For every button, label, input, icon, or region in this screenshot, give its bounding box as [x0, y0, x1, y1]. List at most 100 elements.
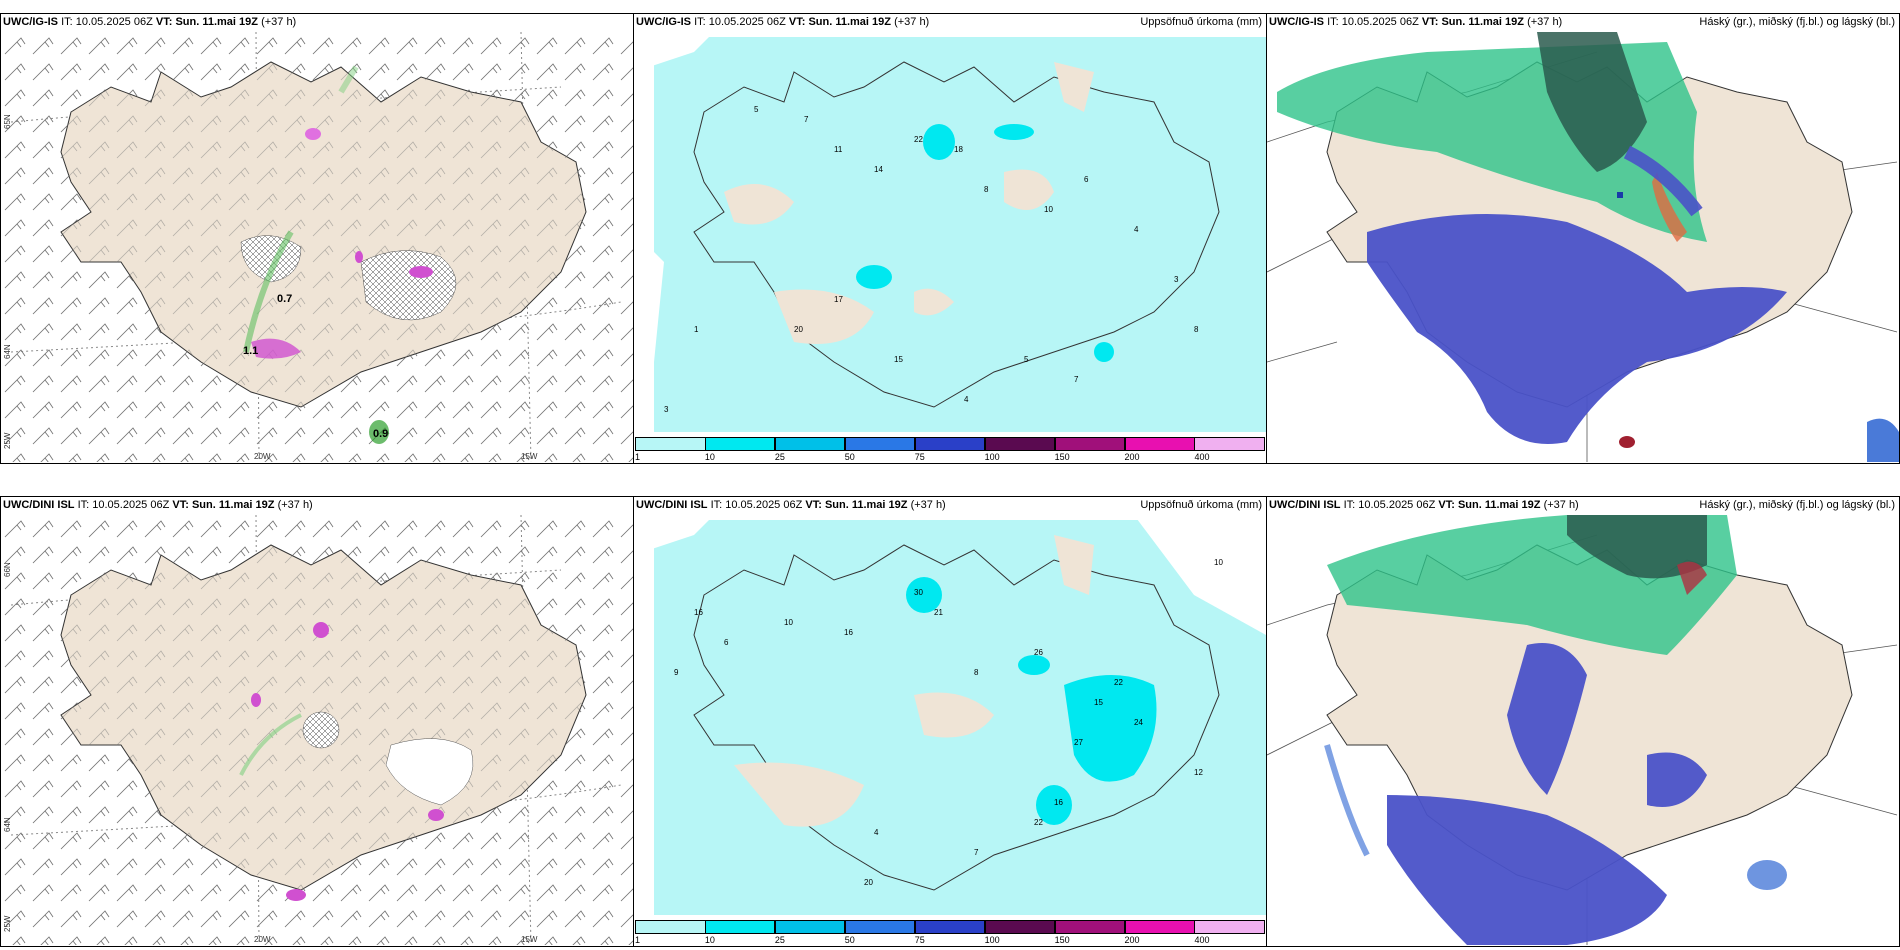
lat-label: 64N [3, 344, 12, 359]
colorbar-tick: 100 [984, 935, 1000, 945]
colorbar-swatch [984, 920, 1056, 934]
precip-map: 5 7 11 14 22 18 8 10 6 4 3 8 17 20 15 4 5 7 1 3 [634, 32, 1266, 432]
colorbar-swatch [774, 920, 846, 934]
panel-cloud-dini: UWC/DINI ISL IT: 10.05.2025 06Z VT: Sun.… [1266, 496, 1900, 947]
precip-label: 0.9 [373, 428, 388, 440]
svg-text:16: 16 [694, 608, 703, 617]
svg-text:15: 15 [894, 355, 903, 364]
svg-text:22: 22 [1034, 818, 1043, 827]
svg-text:5: 5 [754, 105, 759, 114]
lon-label: 15W [521, 935, 538, 944]
svg-text:4: 4 [874, 828, 879, 837]
svg-text:22: 22 [1114, 678, 1123, 687]
svg-text:3: 3 [1174, 275, 1179, 284]
svg-text:3: 3 [664, 405, 669, 414]
svg-text:1: 1 [694, 325, 699, 334]
panel-variable: Háský (gr.), miðský (fj.bl.) og lágský (… [1699, 499, 1895, 511]
svg-text:15: 15 [1094, 698, 1103, 707]
svg-text:16: 16 [844, 628, 853, 637]
panel-variable: Uppsöfnuð úrkoma (mm) [1140, 499, 1262, 511]
svg-text:4: 4 [964, 395, 969, 404]
lat-label: 66N [3, 562, 12, 577]
colorbar-tick: 400 [1194, 452, 1210, 462]
colorbar-tick: 1 [635, 452, 641, 462]
colorbar-swatch [1194, 437, 1265, 451]
colorbar-swatch [1124, 437, 1196, 451]
lon-label: 25W [3, 915, 12, 932]
svg-text:26: 26 [1034, 648, 1043, 657]
panel-wind-dini: UWC/DINI ISL IT: 10.05.2025 06Z VT: Sun.… [0, 496, 634, 947]
lat-label: 64N [633, 299, 635, 314]
colorbar-swatch [844, 437, 916, 451]
svg-text:7: 7 [804, 115, 809, 124]
cloud-map [1267, 32, 1899, 462]
panel-title: UWC/DINI ISL IT: 10.05.2025 06Z VT: Sun.… [1269, 499, 1579, 511]
colorbar-tick: 10 [704, 452, 715, 462]
svg-text:8: 8 [1194, 325, 1199, 334]
colorbar-swatch [1054, 920, 1126, 934]
panel-cloud-igis: UWC/IG-IS IT: 10.05.2025 06Z VT: Sun. 11… [1266, 13, 1900, 464]
lon-label: 15W [521, 452, 538, 461]
wind-map [1, 515, 633, 945]
svg-text:10: 10 [1214, 558, 1223, 567]
svg-text:16: 16 [1054, 798, 1063, 807]
panel-title: UWC/DINI ISL IT: 10.05.2025 06Z VT: Sun.… [3, 499, 313, 511]
colorbar-tick: 400 [1194, 935, 1210, 945]
svg-text:17: 17 [834, 295, 843, 304]
colorbar-tick: 50 [844, 935, 855, 945]
svg-text:30: 30 [914, 588, 923, 597]
lon-label: 20W [254, 452, 271, 461]
colorbar-tick: 200 [1124, 935, 1140, 945]
colorbar-swatch [635, 437, 706, 451]
svg-text:18: 18 [954, 145, 963, 154]
svg-text:4: 4 [1134, 225, 1139, 234]
lat-label: 65N [3, 114, 12, 129]
colorbar-swatch [1124, 920, 1196, 934]
svg-text:11: 11 [834, 145, 843, 154]
colorbar-swatch [914, 437, 986, 451]
cloud-map [1267, 515, 1898, 945]
colorbar-tick: 75 [914, 935, 925, 945]
colorbar-tick: 150 [1054, 935, 1070, 945]
precip-map: 16 6 10 16 30 21 8 26 15 22 24 27 16 22 4 20 12 9 10 7 [634, 515, 1266, 915]
colorbar-swatch [1194, 920, 1265, 934]
svg-text:5: 5 [1024, 355, 1029, 364]
colorbar-tick: 100 [984, 452, 1000, 462]
panel-wind-igis: UWC/IG-IS IT: 10.05.2025 06Z VT: Sun. 11… [0, 13, 634, 464]
colorbar-swatch [844, 920, 916, 934]
svg-text:7: 7 [974, 848, 979, 857]
colorbar-swatch [1054, 437, 1126, 451]
colorbar-swatch [984, 437, 1056, 451]
panel-title: UWC/DINI ISL IT: 10.05.2025 06Z VT: Sun.… [636, 499, 946, 511]
lon-label: 25W [3, 432, 12, 449]
svg-text:7: 7 [1074, 375, 1079, 384]
lat-label: 66N [633, 562, 635, 577]
precip-label: 0.7 [277, 293, 292, 305]
svg-text:9: 9 [674, 668, 679, 677]
panel-title: UWC/IG-IS IT: 10.05.2025 06Z VT: Sun. 11… [636, 16, 930, 28]
colorbar-swatch [914, 920, 986, 934]
colorbar-tick: 25 [774, 935, 785, 945]
precip-colorbar: 1 10 25 50 75 100 150 200 400 [635, 916, 1265, 946]
precip-label: 1.1 [243, 345, 258, 357]
svg-text:6: 6 [1084, 175, 1089, 184]
colorbar-tick: 10 [704, 935, 715, 945]
panel-variable: Uppsöfnuð úrkoma (mm) [1140, 16, 1262, 28]
svg-text:14: 14 [874, 165, 883, 174]
colorbar-swatch [704, 920, 776, 934]
svg-text:10: 10 [784, 618, 793, 627]
svg-text:10: 10 [1044, 205, 1053, 214]
wind-map: 0.7 1.1 0.9 [1, 32, 633, 462]
lat-label: 66N [633, 79, 635, 94]
lat-label: 64N [633, 782, 635, 797]
colorbar-tick: 200 [1124, 452, 1140, 462]
colorbar-tick: 1 [635, 935, 641, 945]
colorbar-swatch [635, 920, 706, 934]
svg-text:8: 8 [984, 185, 989, 194]
colorbar-swatch [704, 437, 776, 451]
panel-precip-igis: UWC/IG-IS IT: 10.05.2025 06Z VT: Sun. 11… [633, 13, 1267, 464]
svg-text:24: 24 [1134, 718, 1143, 727]
lat-label: 64N [3, 817, 12, 832]
panel-variable: Háský (gr.), miðský (fj.bl.) og lágský (… [1699, 16, 1895, 28]
svg-text:20: 20 [864, 878, 873, 887]
